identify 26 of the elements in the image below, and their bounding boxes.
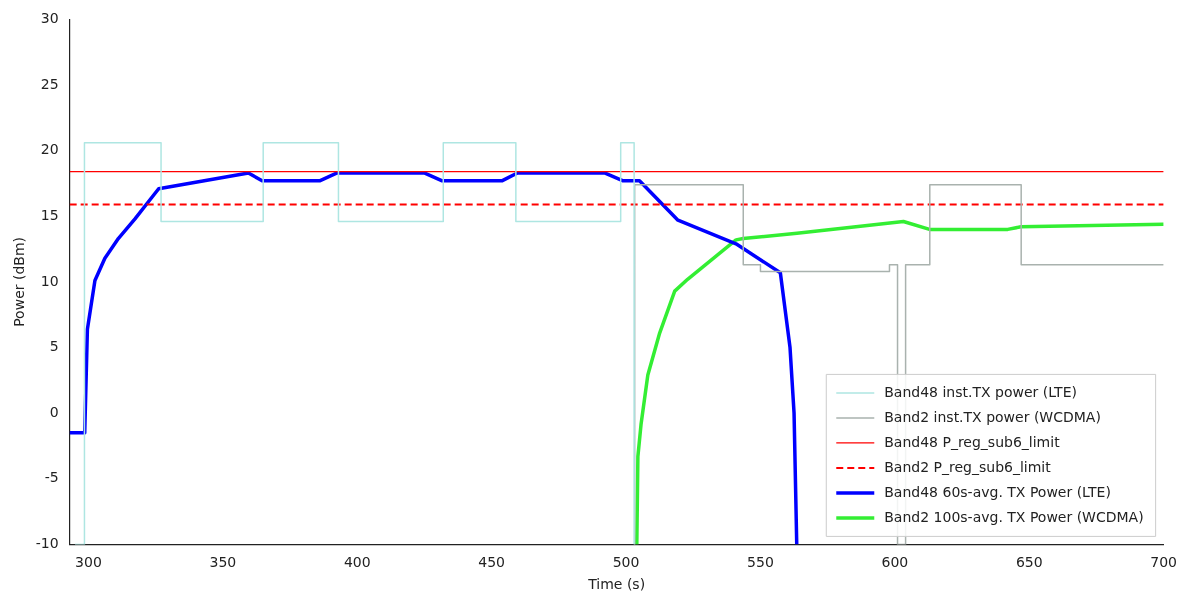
x-tick-label: 450 [478, 554, 506, 571]
legend-label: Band48 60s-avg. TX Power (LTE) [884, 483, 1111, 500]
y-tick-label: 30 [40, 10, 59, 27]
legend-label: Band48 inst.TX power (LTE) [884, 383, 1077, 400]
y-tick-label: -5 [44, 469, 59, 486]
y-tick-label: 10 [40, 272, 59, 289]
legend-label: Band2 P_reg_sub6_limit [884, 458, 1052, 475]
x-tick-label: 650 [1015, 554, 1043, 571]
legend-label: Band48 P_reg_sub6_limit [884, 433, 1061, 450]
x-tick-label: 400 [343, 554, 371, 571]
y-tick-label: -10 [35, 535, 59, 552]
y-axis-title: Power (dBm) [11, 236, 28, 327]
y-tick-label: 15 [40, 206, 59, 223]
y-tick-label: 20 [40, 141, 59, 158]
x-tick-label: 600 [881, 554, 909, 571]
y-tick-label: 25 [40, 75, 59, 92]
x-tick-label: 700 [1150, 554, 1178, 571]
x-tick-label: 300 [75, 554, 102, 571]
x-tick-label: 500 [612, 554, 640, 571]
legend-label: Band2 100s-avg. TX Power (WCDMA) [884, 508, 1144, 525]
legend-label: Band2 inst.TX power (WCDMA) [884, 408, 1101, 425]
x-axis-title: Time (s) [587, 576, 646, 593]
x-tick-label: 550 [747, 554, 774, 571]
y-tick-label: 0 [49, 403, 59, 420]
y-tick-label: 5 [49, 338, 59, 355]
x-tick-label: 350 [209, 554, 237, 571]
